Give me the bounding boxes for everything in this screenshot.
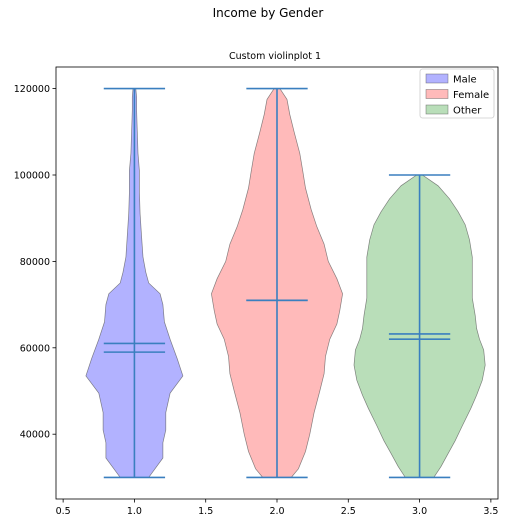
- chart-title: Custom violinplot 1: [229, 51, 321, 62]
- x-tick-label-5: 3.0: [412, 506, 427, 517]
- legend-label-0: Male: [453, 75, 477, 86]
- y-tick-label-2: 80000: [20, 257, 50, 268]
- x-tick-label-4: 2.5: [341, 506, 356, 517]
- x-tick-label-3: 2.0: [269, 506, 284, 517]
- violins: [85, 88, 486, 478]
- y-tick-label-3: 100000: [14, 171, 50, 182]
- legend-label-2: Other: [453, 106, 482, 117]
- y-tick-label-1: 60000: [20, 343, 50, 354]
- x-tick-label-0: 0.5: [56, 506, 71, 517]
- legend-label-1: Female: [453, 90, 489, 101]
- x-axis: 0.5 1.0 1.5 2.0 2.5 3.0 3.5: [56, 499, 498, 517]
- y-axis: 40000 60000 80000 100000 120000: [14, 84, 56, 441]
- violin-stat-lines: [103, 87, 451, 479]
- legend-swatch-0: [425, 73, 449, 84]
- y-tick-label-4: 120000: [14, 84, 50, 95]
- x-tick-label-2: 1.5: [198, 506, 213, 517]
- legend-swatch-2: [425, 104, 449, 115]
- legend: Male Female Other: [419, 68, 495, 119]
- x-tick-label-1: 1.0: [127, 506, 142, 517]
- chart-suptitle: Income by Gender: [213, 6, 324, 20]
- x-tick-label-6: 3.5: [483, 506, 498, 517]
- y-tick-label-0: 40000: [20, 430, 50, 441]
- legend-swatch-1: [425, 89, 449, 99]
